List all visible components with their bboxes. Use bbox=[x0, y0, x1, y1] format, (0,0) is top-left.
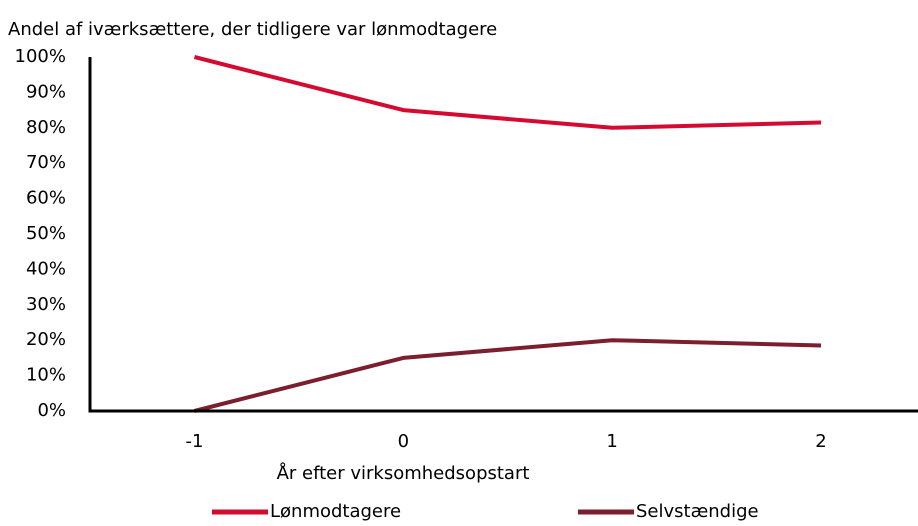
chart-title: Andel af iværksættere, der tidligere var… bbox=[8, 19, 497, 40]
y-tick-label: 50% bbox=[26, 223, 66, 244]
x-tick-label: 1 bbox=[606, 431, 617, 452]
x-tick-label: -1 bbox=[185, 431, 203, 452]
legend-label: Lønmodtagere bbox=[270, 501, 401, 522]
x-tick-label: 2 bbox=[815, 431, 826, 452]
y-tick-label: 20% bbox=[26, 329, 66, 350]
y-tick-label: 70% bbox=[26, 152, 66, 173]
y-tick-label: 10% bbox=[26, 365, 66, 386]
x-axis-label: År efter virksomhedsopstart bbox=[277, 462, 530, 484]
y-tick-label: 30% bbox=[26, 294, 66, 315]
y-tick-label: 90% bbox=[26, 81, 66, 102]
legend-label: Selvstændige bbox=[636, 501, 759, 522]
y-tick-label: 100% bbox=[15, 46, 66, 67]
y-tick-label: 0% bbox=[37, 400, 66, 421]
series-line bbox=[193, 338, 822, 413]
y-tick-label: 60% bbox=[26, 188, 66, 209]
y-tick-label: 80% bbox=[26, 117, 66, 138]
y-tick-label: 40% bbox=[26, 258, 66, 279]
series-line bbox=[193, 55, 822, 130]
x-tick-label: 0 bbox=[398, 431, 409, 452]
